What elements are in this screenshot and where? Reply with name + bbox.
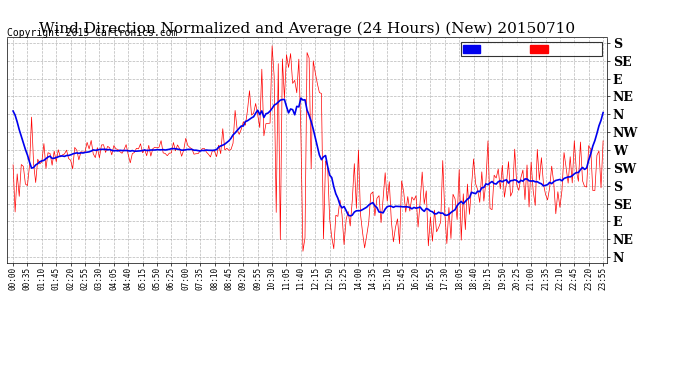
Title: Wind Direction Normalized and Average (24 Hours) (New) 20150710: Wind Direction Normalized and Average (2… xyxy=(39,22,575,36)
Text: Copyright 2015 Cartronics.com: Copyright 2015 Cartronics.com xyxy=(7,28,177,38)
Legend: Average, Direction: Average, Direction xyxy=(461,42,602,56)
